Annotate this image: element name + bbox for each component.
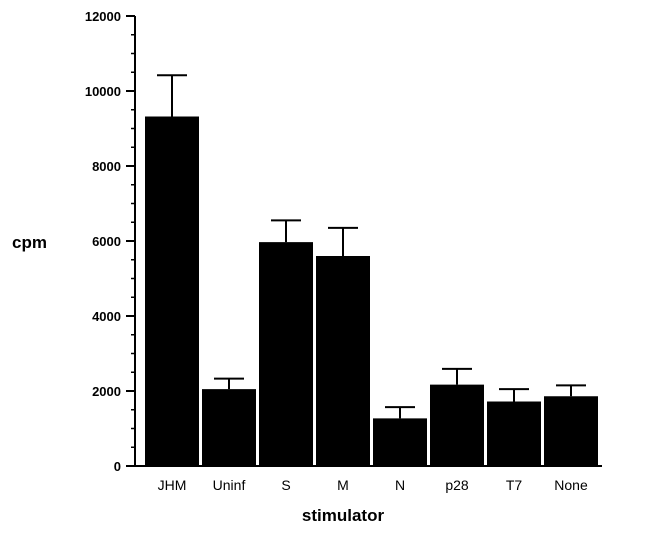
bar-m: [316, 256, 370, 466]
x-tick-label: M: [337, 477, 349, 493]
bar-n: [373, 418, 427, 466]
x-tick-label: None: [554, 477, 588, 493]
y-tick-label: 2000: [92, 384, 121, 399]
x-axis-title: stimulator: [302, 506, 385, 525]
y-axis: 0 2000 4000 6000 8000 10000 12000: [85, 9, 136, 474]
x-tick-label: S: [281, 477, 290, 493]
bar-t7: [487, 401, 541, 466]
y-tick-label: 6000: [92, 234, 121, 249]
bar-uninf: [202, 389, 256, 466]
bar-s: [259, 242, 313, 466]
x-tick-label: N: [395, 477, 405, 493]
y-tick-label: 8000: [92, 159, 121, 174]
bars: [145, 116, 598, 466]
error-bars: [157, 74, 586, 419]
bar-none: [544, 396, 598, 466]
x-tick-label: p28: [445, 477, 469, 493]
y-tick-label: 4000: [92, 309, 121, 324]
y-tick-label: 12000: [85, 9, 121, 24]
y-tick-label: 10000: [85, 84, 121, 99]
x-tick-label: JHM: [158, 477, 187, 493]
x-tick-label: Uninf: [213, 477, 246, 493]
x-tick-label: T7: [506, 477, 523, 493]
bar-p28: [430, 384, 484, 466]
y-tick-label: 0: [114, 459, 121, 474]
bar-jhm: [145, 116, 199, 466]
y-axis-title: cpm: [12, 233, 47, 252]
